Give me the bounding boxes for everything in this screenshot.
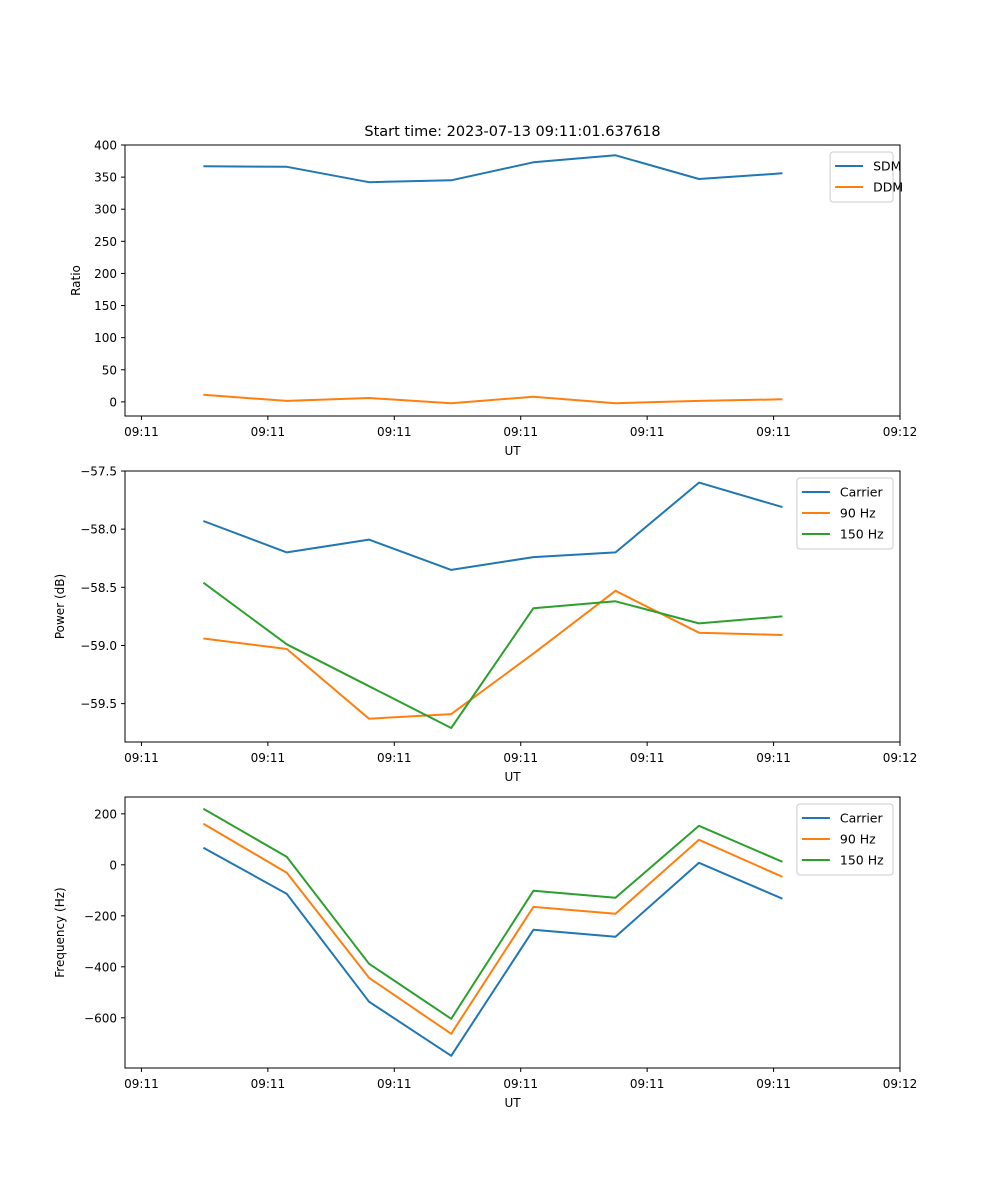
y-tick-label: −57.5 [80,465,117,479]
series-line-90-hz [203,589,783,720]
legend: SDM DDM [829,151,903,203]
x-tick-label: 09:11 [630,751,665,765]
subplot-2: 09:11 09:11 09:11 09:11 09:11 09:11 09:12 UT −59… [53,465,917,785]
legend-box [796,477,894,550]
x-tick-label: 09:11 [124,751,159,765]
chart-title: Start time: 2023-07-13 09:11:01.637618 [364,124,660,140]
series-line-carrier [203,481,783,571]
x-axis-label: UT [504,770,521,784]
y-tick-label: 300 [94,203,117,217]
y-tick-label: −600 [84,1011,117,1025]
y-tick-label: 150 [94,299,117,313]
y-tick-label: 250 [94,235,117,249]
x-tick-label: 09:11 [124,425,159,439]
subplot-3: 09:11 09:11 09:11 09:11 09:11 09:11 09:12 UT −60… [53,796,918,1110]
x-tick-label: 09:11 [756,1077,791,1091]
series-line-ddm [203,393,783,405]
x-tick-label: 09:11 [756,751,791,765]
axes-frame [124,470,901,743]
legend-label: SDM [873,159,901,174]
y-tick-label: −59.5 [80,697,117,711]
y-tick-label: −58.5 [80,581,117,595]
y-tick-label: 100 [94,331,117,345]
y-axis-label: Frequency (Hz) [53,887,67,978]
x-tick-label: 09:12 [883,751,918,765]
x-tick-label: 09:11 [377,425,412,439]
legend-box [796,803,894,876]
x-tick-label: 09:11 [503,425,538,439]
legend-label: Carrier [840,811,884,826]
series-line-150-hz [202,807,783,1020]
y-tick-label: 400 [94,139,117,153]
x-tick-label: 09:11 [251,425,286,439]
x-tick-label: 09:11 [630,1077,665,1091]
x-tick-label: 09:12 [883,1077,918,1091]
x-axis-label: UT [504,444,521,458]
x-tick-label: 09:11 [251,1077,286,1091]
y-tick-label: −400 [84,960,117,974]
y-tick-label: −200 [84,909,117,923]
legend-label: DDM [873,180,903,195]
x-tick-label: 09:11 [377,751,412,765]
x-tick-label: 09:12 [883,425,918,439]
axes-frame [124,144,901,417]
x-axis-label: UT [504,1096,521,1110]
x-tick-label: 09:11 [124,1077,159,1091]
x-tick-label: 09:11 [630,425,665,439]
axes-frame [124,796,901,1069]
subplot-1: Start time: 2023-07-13 09:11:01.637618 09… [69,124,917,458]
legend-label: 150 Hz [840,527,884,542]
x-tick-label: 09:11 [503,1077,538,1091]
legend-label: 90 Hz [840,832,876,847]
y-tick-label: 0 [109,858,117,872]
y-tick-label: 0 [109,395,117,409]
series-line-90-hz [202,822,783,1035]
series-line-sdm [203,154,783,184]
y-tick-label: 50 [102,363,117,377]
y-tick-label: −58.0 [80,523,117,537]
x-tick-label: 09:11 [756,425,791,439]
y-tick-label: 350 [94,171,117,185]
series-line-carrier [202,846,783,1057]
y-tick-label: 200 [94,267,117,281]
legend-label: 90 Hz [840,506,876,521]
series-line-150-hz [202,581,783,729]
legend: Carrier 90 Hz 150 Hz [796,477,894,550]
x-tick-label: 09:11 [377,1077,412,1091]
legend: Carrier 90 Hz 150 Hz [796,803,894,876]
y-tick-label: 200 [94,807,117,821]
y-axis-label: Power (dB) [53,574,67,639]
x-tick-label: 09:11 [503,751,538,765]
x-tick-label: 09:11 [251,751,286,765]
legend-label: Carrier [840,485,884,500]
legend-box [829,151,894,203]
legend-label: 150 Hz [840,853,884,868]
y-tick-label: −59.0 [80,639,117,653]
y-axis-label: Ratio [69,265,83,296]
